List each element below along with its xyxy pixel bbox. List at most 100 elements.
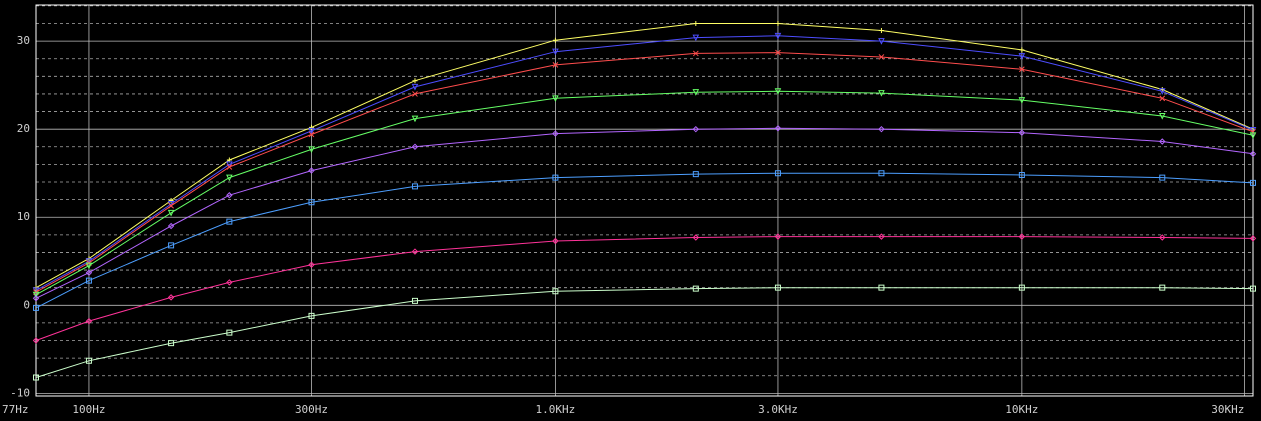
data-point: [1158, 112, 1166, 120]
data-point: [552, 237, 559, 245]
data-point: [226, 329, 233, 336]
data-point: [226, 279, 233, 286]
data-point: [692, 89, 700, 96]
data-point: [552, 288, 559, 295]
x-tick-label: 100Hz: [72, 403, 105, 416]
series-line: [35, 236, 1254, 341]
data-point: [552, 130, 559, 137]
data-point: [693, 20, 699, 26]
data-point: [1159, 95, 1166, 102]
data-point: [552, 37, 558, 43]
data-point: [226, 192, 233, 199]
data-point: [692, 50, 699, 57]
data-point: [168, 198, 174, 203]
data-point: [308, 261, 315, 268]
data-point: [32, 295, 40, 302]
data-point: [1158, 88, 1166, 95]
data-point: [33, 374, 39, 381]
data-point: [412, 78, 418, 84]
data-point: [308, 127, 315, 135]
data-point: [1249, 150, 1257, 158]
series-line: [35, 287, 1254, 378]
data-point: [878, 170, 885, 177]
data-point: [692, 234, 700, 241]
x-tick-label: 300Hz: [295, 403, 328, 416]
y-tick-label: -10: [10, 386, 30, 399]
data-point: [774, 170, 781, 177]
data-point: [878, 28, 884, 34]
data-point: [168, 242, 175, 249]
data-point: [1018, 284, 1025, 291]
data-point: [878, 125, 885, 133]
data-point: [1249, 235, 1257, 242]
data-point: [774, 88, 782, 95]
data-point: [1018, 66, 1025, 73]
data-point: [1159, 138, 1166, 145]
x-tick-label: 77Hz: [2, 403, 29, 416]
data-point: [32, 337, 40, 344]
x-tick-label: 30KHz: [1211, 403, 1244, 416]
series-line: [35, 172, 1254, 309]
data-point: [412, 91, 418, 97]
data-point: [1159, 234, 1166, 241]
data-point: [226, 218, 233, 225]
data-point: [1018, 53, 1026, 60]
data-point: [411, 115, 419, 123]
data-point: [878, 233, 885, 240]
data-point: [692, 125, 700, 133]
data-point: [878, 54, 885, 60]
data-point: [1159, 284, 1166, 291]
data-point: [775, 20, 781, 26]
y-tick-label: 20: [17, 122, 30, 135]
data-point: [33, 304, 39, 311]
data-point: [32, 291, 40, 299]
data-point: [167, 209, 175, 217]
data-point: [692, 285, 699, 292]
data-point: [226, 161, 233, 169]
x-tick-label: 3.0KHz: [758, 403, 798, 416]
series-line: [35, 90, 1254, 296]
data-point: [1159, 174, 1166, 181]
data-point: [85, 262, 93, 270]
data-point: [1018, 171, 1025, 178]
data-point: [411, 297, 418, 304]
data-point: [774, 233, 782, 240]
data-point: [1018, 97, 1026, 104]
data-point: [1249, 132, 1257, 139]
y-tick-label: 0: [23, 298, 30, 311]
y-tick-label: 30: [17, 34, 30, 47]
plot-frame: [35, 4, 1254, 397]
data-point: [309, 124, 315, 130]
series-line: [35, 23, 1254, 289]
data-point: [878, 90, 885, 97]
data-point: [411, 83, 419, 91]
data-point: [85, 317, 93, 325]
x-tick-label: 10KHz: [1005, 403, 1038, 416]
data-point: [226, 174, 233, 182]
data-point: [878, 38, 885, 45]
data-point: [774, 32, 782, 40]
data-point: [552, 95, 559, 102]
data-point: [1018, 129, 1026, 136]
y-tick-label: 10: [17, 210, 30, 223]
data-point: [552, 174, 559, 181]
data-point: [308, 146, 315, 154]
data-point: [308, 312, 315, 319]
data-point: [1250, 285, 1256, 292]
data-point: [85, 357, 92, 364]
data-point: [1018, 233, 1026, 240]
data-point: [226, 164, 233, 170]
data-point: [85, 269, 93, 276]
series-line: [35, 127, 1254, 299]
data-point: [308, 199, 315, 206]
series-line: [35, 35, 1254, 291]
data-point: [878, 284, 885, 291]
data-point: [168, 340, 175, 347]
data-point: [1019, 47, 1025, 53]
data-point: [1250, 179, 1256, 186]
x-tick-label: 1.0KHz: [536, 403, 576, 416]
data-point: [552, 48, 559, 56]
data-point: [692, 171, 699, 178]
data-point: [308, 131, 315, 138]
